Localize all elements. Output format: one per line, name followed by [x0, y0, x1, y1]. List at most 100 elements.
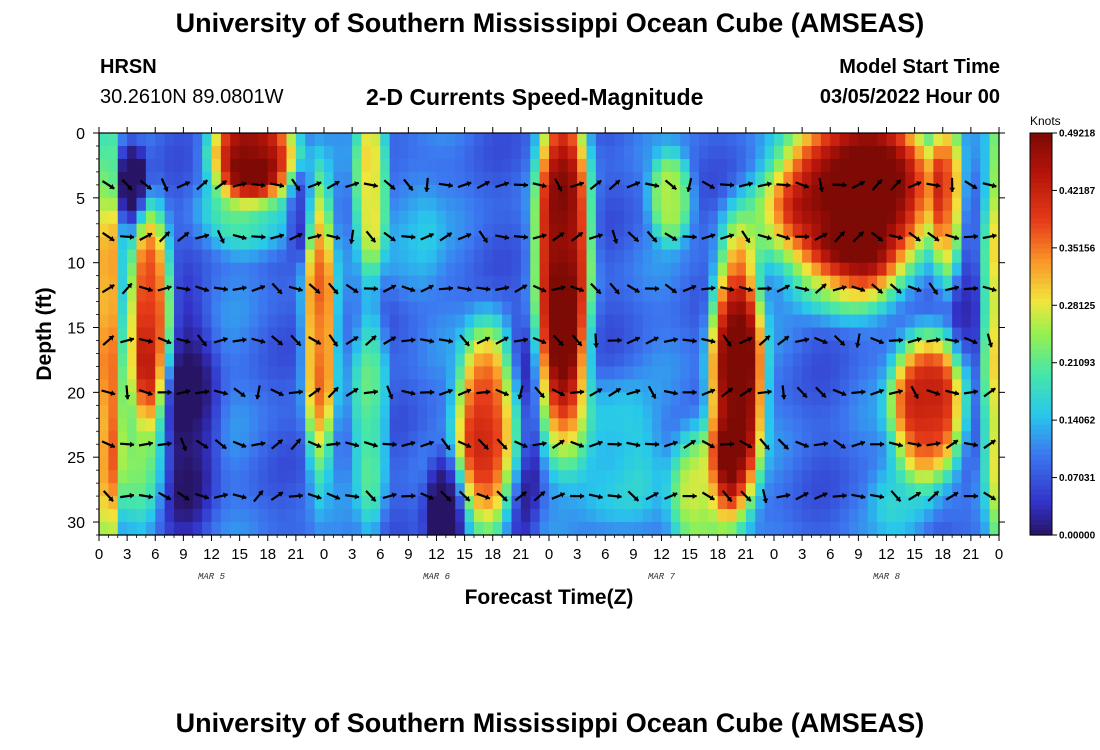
heatmap-cell: [389, 171, 400, 186]
x-tick-label: 9: [854, 546, 862, 563]
heatmap-cell: [305, 236, 316, 251]
colorbar-step: [1030, 218, 1052, 225]
arrow-head: [503, 390, 509, 397]
heatmap-cell: [399, 262, 409, 277]
heatmap-cell: [755, 509, 766, 523]
heatmap-cell: [436, 262, 447, 277]
heatmap-cell: [483, 353, 494, 368]
heatmap-cell: [811, 327, 822, 342]
heatmap-cell: [858, 431, 869, 445]
current-arrow: [890, 490, 902, 503]
heatmap-cell: [802, 483, 813, 497]
heatmap-cell: [933, 379, 944, 393]
heatmap-cell: [230, 496, 241, 510]
heatmap-cell: [952, 223, 963, 238]
heatmap-cell: [933, 301, 944, 316]
heatmap-cell: [380, 509, 391, 523]
heatmap-cell: [595, 483, 606, 497]
arrow-head: [615, 388, 621, 394]
heatmap-cell: [520, 184, 531, 199]
heatmap-cell: [811, 379, 822, 393]
heatmap-cell: [830, 392, 841, 406]
arrow-head: [973, 441, 978, 448]
arrow-head: [242, 285, 247, 291]
heatmap-cell: [483, 483, 494, 497]
heatmap-cell: [905, 288, 916, 303]
heatmap-cell: [99, 405, 109, 419]
heatmap-cell: [277, 197, 288, 212]
heatmap-cell: [980, 171, 991, 186]
heatmap-cell: [539, 522, 550, 536]
heatmap-cell: [820, 431, 831, 445]
heatmap-cell: [661, 327, 672, 342]
heatmap-cell: [699, 522, 709, 536]
heatmap-cell: [417, 431, 428, 445]
heatmap-cell: [689, 171, 700, 186]
heatmap-cell: [549, 184, 559, 199]
colorbar-step: [1030, 143, 1052, 149]
heatmap-cell: [174, 249, 184, 264]
heatmap-cell: [511, 158, 522, 173]
heatmap-cell: [989, 392, 1000, 406]
arrow-head: [612, 238, 619, 244]
heatmap-cell: [474, 145, 484, 160]
current-arrow: [982, 182, 997, 189]
heatmap-cell: [895, 210, 906, 225]
heatmap-cell: [427, 496, 438, 510]
heatmap-cell: [895, 288, 906, 303]
heatmap-cell: [305, 223, 316, 238]
heatmap-cell: [164, 522, 175, 536]
heatmap-cell: [230, 236, 241, 251]
heatmap-cell: [145, 223, 156, 238]
heatmap-cell: [249, 262, 259, 277]
current-arrow: [701, 285, 716, 292]
heatmap-cell: [745, 522, 756, 536]
heatmap-cell: [192, 496, 203, 510]
heatmap-cell: [764, 379, 775, 393]
arrow-head: [804, 337, 809, 343]
heatmap-cell: [220, 457, 231, 471]
heatmap-cell: [192, 236, 203, 251]
heatmap-cell: [192, 158, 203, 173]
heatmap-cell: [117, 262, 128, 277]
heatmap-cell: [483, 496, 494, 510]
arrow-head: [332, 341, 338, 347]
heatmap-cell: [961, 145, 972, 160]
heatmap-cell: [802, 522, 813, 536]
heatmap-cell: [877, 509, 888, 523]
heatmap-cell: [361, 418, 372, 432]
current-arrow: [926, 337, 941, 343]
heatmap-cell: [108, 457, 119, 471]
heatmap-cell: [492, 262, 503, 277]
heatmap-cell: [361, 236, 372, 251]
heatmap-cell: [633, 210, 644, 225]
current-arrow: [532, 284, 547, 293]
current-arrow: [363, 285, 378, 292]
heatmap-cell: [877, 353, 888, 368]
heatmap-cell: [389, 288, 400, 303]
current-arrow: [607, 493, 622, 500]
heatmap-cell: [586, 262, 597, 277]
heatmap-cell: [174, 418, 184, 432]
current-arrow: [382, 492, 397, 500]
heatmap-cell: [661, 145, 672, 160]
heatmap-cell: [905, 210, 916, 225]
heatmap-cell: [595, 405, 606, 419]
heatmap-cell: [258, 340, 269, 355]
heatmap-cell: [145, 431, 156, 445]
heatmap-cell: [914, 314, 925, 329]
heatmap-cell: [567, 327, 578, 342]
heatmap-cell: [389, 184, 400, 199]
heatmap-cell: [708, 184, 719, 199]
heatmap-cell: [192, 457, 203, 471]
heatmap-cell: [520, 171, 531, 186]
heatmap-cell: [370, 392, 381, 406]
heatmap-cell: [549, 392, 559, 406]
heatmap-cell: [183, 470, 194, 484]
heatmap-cell: [183, 210, 194, 225]
heatmap-cell: [708, 496, 719, 510]
current-arrow: [833, 334, 846, 347]
heatmap-cell: [670, 133, 681, 147]
x-tick-label: 18: [484, 546, 501, 563]
current-arrow: [552, 334, 565, 347]
